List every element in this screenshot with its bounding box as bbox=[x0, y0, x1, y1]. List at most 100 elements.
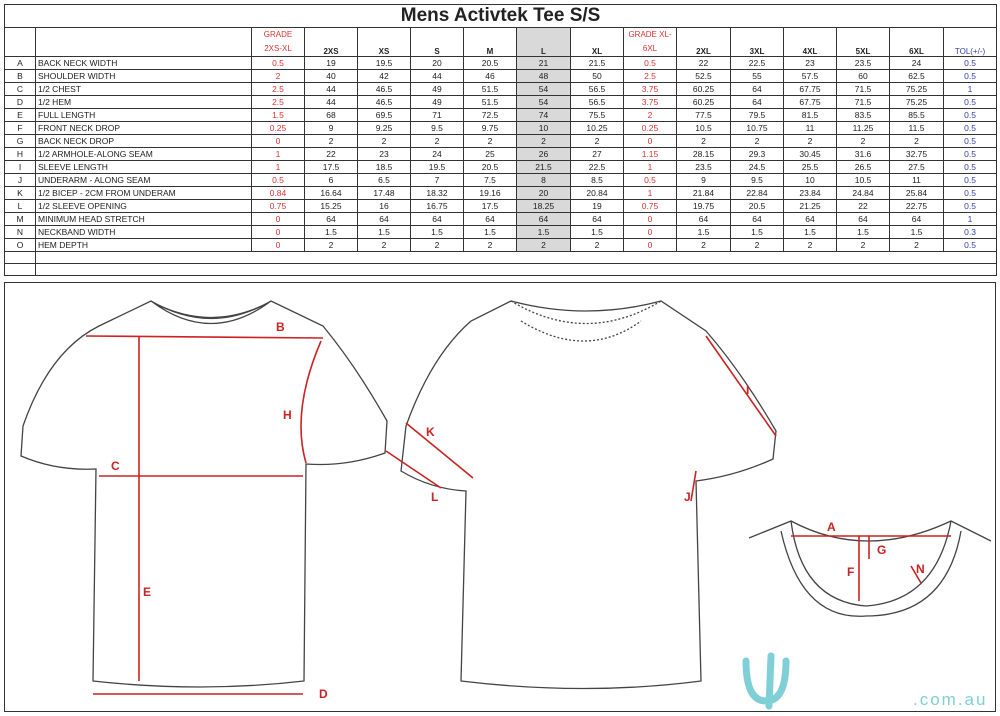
size-value: 56.5 bbox=[570, 95, 624, 109]
row-code: D bbox=[4, 95, 36, 109]
row-name: SHOULDER WIDTH bbox=[35, 69, 252, 83]
size-value: 2 bbox=[730, 134, 784, 148]
table-row: C 1/2 CHEST 2.5 44 46.5 49 51.5 54 56.5 3.75 60.25… bbox=[4, 82, 998, 96]
measure-label-n: N bbox=[916, 562, 925, 576]
size-value: 10.75 bbox=[730, 121, 784, 135]
size-value: 15.25 bbox=[304, 199, 358, 213]
size-value: 49 bbox=[410, 82, 464, 96]
size-value: 64 bbox=[836, 212, 890, 226]
row-code: B bbox=[4, 69, 36, 83]
size-value: 9 bbox=[676, 173, 731, 187]
size-value: 2 bbox=[357, 238, 411, 252]
size-value: 2 bbox=[676, 134, 731, 148]
row-code: I bbox=[4, 160, 36, 174]
size-value: 2 bbox=[304, 134, 358, 148]
header-size: 2XL bbox=[676, 27, 731, 57]
row-name: NECKBAND WIDTH bbox=[35, 225, 252, 239]
blank-cell bbox=[34, 251, 998, 264]
size-value: 2 bbox=[730, 238, 784, 252]
size-value: 29.3 bbox=[730, 147, 784, 161]
grade-value: 1 bbox=[251, 147, 305, 161]
size-value: 75.25 bbox=[889, 95, 944, 109]
grade-value: 0 bbox=[251, 212, 305, 226]
table-row: A BACK NECK WIDTH 0.5 19 19.5 20 20.5 21 21.5 0.5… bbox=[4, 56, 998, 70]
size-value: 26 bbox=[516, 147, 571, 161]
size-value: 16.64 bbox=[304, 186, 358, 200]
size-value: 64 bbox=[889, 212, 944, 226]
size-value: 60.25 bbox=[676, 82, 731, 96]
row-name: FULL LENGTH bbox=[35, 108, 252, 122]
header-size: 4XL bbox=[783, 27, 837, 57]
size-value: 20 bbox=[516, 186, 571, 200]
size-value: 27.5 bbox=[889, 160, 944, 174]
row-name: BACK NECK DROP bbox=[35, 134, 252, 148]
row-code: C bbox=[4, 82, 36, 96]
header-name bbox=[35, 27, 252, 57]
size-value: 2 bbox=[410, 238, 464, 252]
row-name: BACK NECK WIDTH bbox=[35, 56, 252, 70]
grade-value: 2.5 bbox=[251, 82, 305, 96]
size-value: 11 bbox=[783, 121, 837, 135]
size-value: 64 bbox=[570, 212, 624, 226]
header-size: 3XL bbox=[730, 27, 784, 57]
size-value: 2 bbox=[516, 134, 571, 148]
size-value: 60 bbox=[836, 69, 890, 83]
row-name: SLEEVE LENGTH bbox=[35, 160, 252, 174]
grade-value: 1 bbox=[623, 160, 677, 174]
header-size: 6XL bbox=[889, 27, 944, 57]
size-value: 20.84 bbox=[570, 186, 624, 200]
size-value: 7 bbox=[410, 173, 464, 187]
size-value: 18.32 bbox=[410, 186, 464, 200]
size-value: 30.45 bbox=[783, 147, 837, 161]
size-value: 6 bbox=[304, 173, 358, 187]
row-name: UNDERARM - ALONG SEAM bbox=[35, 173, 252, 187]
size-value: 64 bbox=[730, 212, 784, 226]
tolerance-value: 0.5 bbox=[942, 134, 998, 148]
header-size: XS bbox=[357, 27, 411, 57]
size-value: 21.25 bbox=[783, 199, 837, 213]
size-value: 22 bbox=[836, 199, 890, 213]
size-value: 25 bbox=[463, 147, 517, 161]
size-value: 2 bbox=[410, 134, 464, 148]
size-value: 64 bbox=[410, 212, 464, 226]
blank-cell bbox=[34, 263, 998, 276]
size-value: 71.5 bbox=[836, 95, 890, 109]
row-code: K bbox=[4, 186, 36, 200]
page-title: Mens Activtek Tee S/S bbox=[3, 4, 998, 28]
table-row: K 1/2 BICEP - 2CM FROM UNDERAM 0.84 16.64 17… bbox=[4, 186, 998, 200]
size-value: 9.75 bbox=[463, 121, 517, 135]
row-code: J bbox=[4, 173, 36, 187]
size-value: 56.5 bbox=[570, 82, 624, 96]
size-value: 23 bbox=[357, 147, 411, 161]
size-value: 27 bbox=[570, 147, 624, 161]
grade-value: 0.84 bbox=[251, 186, 305, 200]
size-value: 21 bbox=[516, 56, 571, 70]
header-code bbox=[4, 27, 36, 57]
measure-label-b: B bbox=[276, 320, 285, 334]
row-name: 1/2 BICEP - 2CM FROM UNDERAM bbox=[35, 186, 252, 200]
size-value: 46 bbox=[463, 69, 517, 83]
size-value: 1.5 bbox=[410, 225, 464, 239]
row-code: G bbox=[4, 134, 36, 148]
table-row: G BACK NECK DROP 0 2 2 2 2 2 2 0 2 2 2 2 2 0.5 bbox=[4, 134, 998, 148]
size-value: 64 bbox=[730, 82, 784, 96]
row-code: N bbox=[4, 225, 36, 239]
size-value: 64 bbox=[730, 95, 784, 109]
size-value: 10.25 bbox=[570, 121, 624, 135]
diagram-area: B H C E D I K L J A G F N .com.au bbox=[4, 282, 996, 712]
tolerance-value: 1 bbox=[942, 212, 998, 226]
size-value: 23.5 bbox=[676, 160, 731, 174]
size-value: 75.5 bbox=[570, 108, 624, 122]
size-value: 64 bbox=[357, 212, 411, 226]
header-grade-xl-6xl: GRADE XL-6XL bbox=[623, 27, 677, 57]
size-value: 32.75 bbox=[889, 147, 944, 161]
size-value: 19.5 bbox=[357, 56, 411, 70]
size-value: 1.5 bbox=[730, 225, 784, 239]
size-value: 23 bbox=[783, 56, 837, 70]
header-size: S bbox=[410, 27, 464, 57]
size-value: 71 bbox=[410, 108, 464, 122]
size-value: 9 bbox=[304, 121, 358, 135]
measure-label-k: K bbox=[426, 425, 435, 439]
size-value: 21.5 bbox=[570, 56, 624, 70]
size-value: 8 bbox=[516, 173, 571, 187]
